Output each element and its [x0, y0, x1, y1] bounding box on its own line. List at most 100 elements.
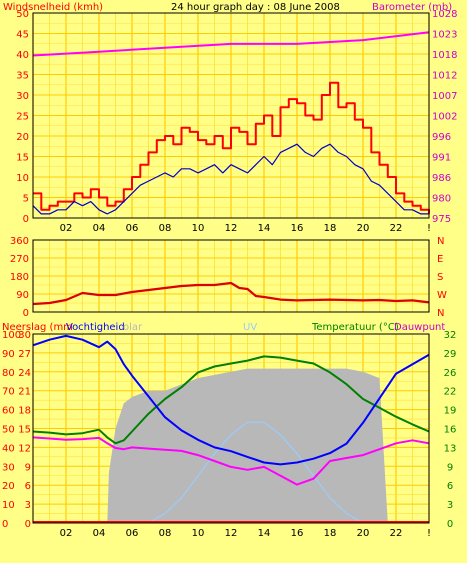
rain-y-tick-label: 18	[18, 406, 31, 417]
temperature-y-tick-label: 6	[447, 481, 453, 492]
temperature-y-tick-label: 0	[447, 519, 453, 530]
x-tick-label: 10	[192, 223, 205, 234]
panel-1-series	[32, 31, 430, 215]
solar-area	[107, 368, 390, 523]
x-tick-label: 02	[60, 528, 73, 539]
temperature-y-tick-label: 29	[444, 349, 457, 360]
wind-average-line	[32, 143, 429, 215]
rain-y-tick-label: 15	[18, 425, 31, 436]
wind-y-tick-label: 0	[23, 214, 29, 225]
humidity-y-tick-label: 100	[2, 330, 21, 341]
wind-direction-y-tick-label: 180	[10, 272, 29, 283]
wind-y-tick-label: 35	[16, 71, 29, 82]
compass-tick-label: S	[437, 272, 443, 283]
panel-1-ticks: 0510152025303540455097598098699199610021…	[16, 9, 457, 234]
temperature-y-tick-label: 13	[444, 443, 457, 454]
humidity-y-tick-label: 90	[2, 349, 15, 360]
wind-y-tick-label: 5	[23, 194, 29, 205]
temperature-axis-title: Temperatuur (°C)	[311, 322, 399, 333]
wind-direction-y-tick-label: 270	[10, 254, 29, 265]
humidity-y-tick-label: 70	[2, 387, 15, 398]
temperature-line	[32, 355, 430, 445]
barometer-y-tick-label: 980	[432, 194, 451, 205]
barometer-y-tick-label: 996	[432, 132, 451, 143]
x-tick-label: 12	[225, 223, 238, 234]
wind-direction-y-tick-label: 0	[23, 308, 29, 319]
barometer-y-tick-label: 1018	[432, 50, 457, 61]
rain-y-tick-label: 12	[18, 443, 31, 454]
x-tick-label: 18	[324, 223, 337, 234]
wind-y-tick-label: 15	[16, 153, 29, 164]
compass-tick-label: N	[437, 236, 444, 247]
humidity-label: Vochtigheid	[66, 322, 125, 333]
dewpoint-label: Dauwpunt	[394, 322, 445, 333]
rain-y-tick-label: 6	[25, 481, 31, 492]
temperature-y-tick-label: 3	[447, 500, 453, 511]
x-tick-label: 16	[291, 223, 304, 234]
plot-frame	[32, 333, 430, 524]
x-tick-label: 18	[324, 528, 337, 539]
wind-y-tick-label: 20	[16, 132, 29, 143]
wind-y-tick-label: 10	[16, 173, 29, 184]
panel-3-axes	[32, 333, 430, 524]
x-tick-label: 12	[225, 528, 238, 539]
humidity-line	[32, 334, 430, 466]
humidity-y-tick-label: 50	[2, 425, 15, 436]
wind-speed-axis-title: Windsnelheid (kmh)	[3, 2, 103, 13]
x-tick-label: !	[427, 528, 431, 539]
humidity-y-tick-label: 30	[2, 462, 15, 473]
x-tick-label: 16	[291, 528, 304, 539]
x-tick-label: 10	[192, 528, 205, 539]
x-tick-label: 06	[126, 528, 139, 539]
temperature-y-tick-label: 19	[444, 406, 457, 417]
x-tick-label: 06	[126, 223, 139, 234]
rain-y-tick-label: 24	[18, 368, 31, 379]
plot-frame	[32, 239, 430, 313]
x-tick-label: 02	[60, 223, 73, 234]
chart-title: 24 hour graph day : 08 June 2008	[171, 2, 340, 13]
humidity-y-tick-label: 60	[2, 406, 15, 417]
uv-label: UV	[243, 322, 257, 333]
rain-y-tick-label: 9	[25, 462, 31, 473]
x-tick-label: 04	[93, 528, 106, 539]
wind-direction-y-tick-label: 360	[10, 236, 29, 247]
barometer-y-tick-label: 1028	[432, 9, 457, 20]
x-tick-label: 22	[390, 528, 403, 539]
barometer-y-tick-label: 1002	[432, 112, 457, 123]
panel-3-series	[32, 334, 430, 524]
rain-y-tick-label: 21	[18, 387, 31, 398]
panel-2-axes	[32, 239, 430, 313]
temperature-y-tick-label: 32	[444, 330, 457, 341]
rain-y-tick-label: 3	[25, 500, 31, 511]
x-tick-label: 20	[357, 528, 370, 539]
humidity-y-tick-label: 0	[2, 519, 8, 530]
humidity-y-tick-label: 10	[2, 500, 15, 511]
panel-2-series	[32, 281, 430, 306]
compass-tick-label: N	[437, 308, 444, 319]
wind-y-tick-label: 25	[16, 112, 29, 123]
humidity-y-tick-label: 80	[2, 368, 15, 379]
barometer-y-tick-label: 991	[432, 153, 451, 164]
panel-1-grid	[32, 12, 430, 219]
rain-y-tick-label: 30	[18, 330, 31, 341]
temperature-y-tick-label: 26	[444, 368, 457, 379]
plot-frame	[32, 12, 430, 219]
wind-y-tick-label: 30	[16, 91, 29, 102]
humidity-y-tick-label: 40	[2, 443, 15, 454]
compass-tick-label: E	[437, 254, 443, 265]
x-tick-label: 08	[159, 223, 172, 234]
x-tick-label: 22	[390, 223, 403, 234]
barometer-y-tick-label: 1023	[432, 30, 457, 41]
x-tick-label: 20	[357, 223, 370, 234]
barometer-y-tick-label: 1012	[432, 71, 457, 82]
solar-label: olar	[123, 322, 143, 333]
humidity-y-tick-label: 20	[2, 481, 15, 492]
x-tick-label: 04	[93, 223, 106, 234]
compass-tick-label: W	[437, 290, 447, 301]
wind-y-tick-label: 40	[16, 50, 29, 61]
wind-direction-y-tick-label: 90	[16, 290, 29, 301]
rain-y-tick-label: 0	[25, 519, 31, 530]
x-tick-label: 14	[258, 528, 271, 539]
barometer-y-tick-label: 1007	[432, 91, 457, 102]
temperature-y-tick-label: 16	[444, 425, 457, 436]
